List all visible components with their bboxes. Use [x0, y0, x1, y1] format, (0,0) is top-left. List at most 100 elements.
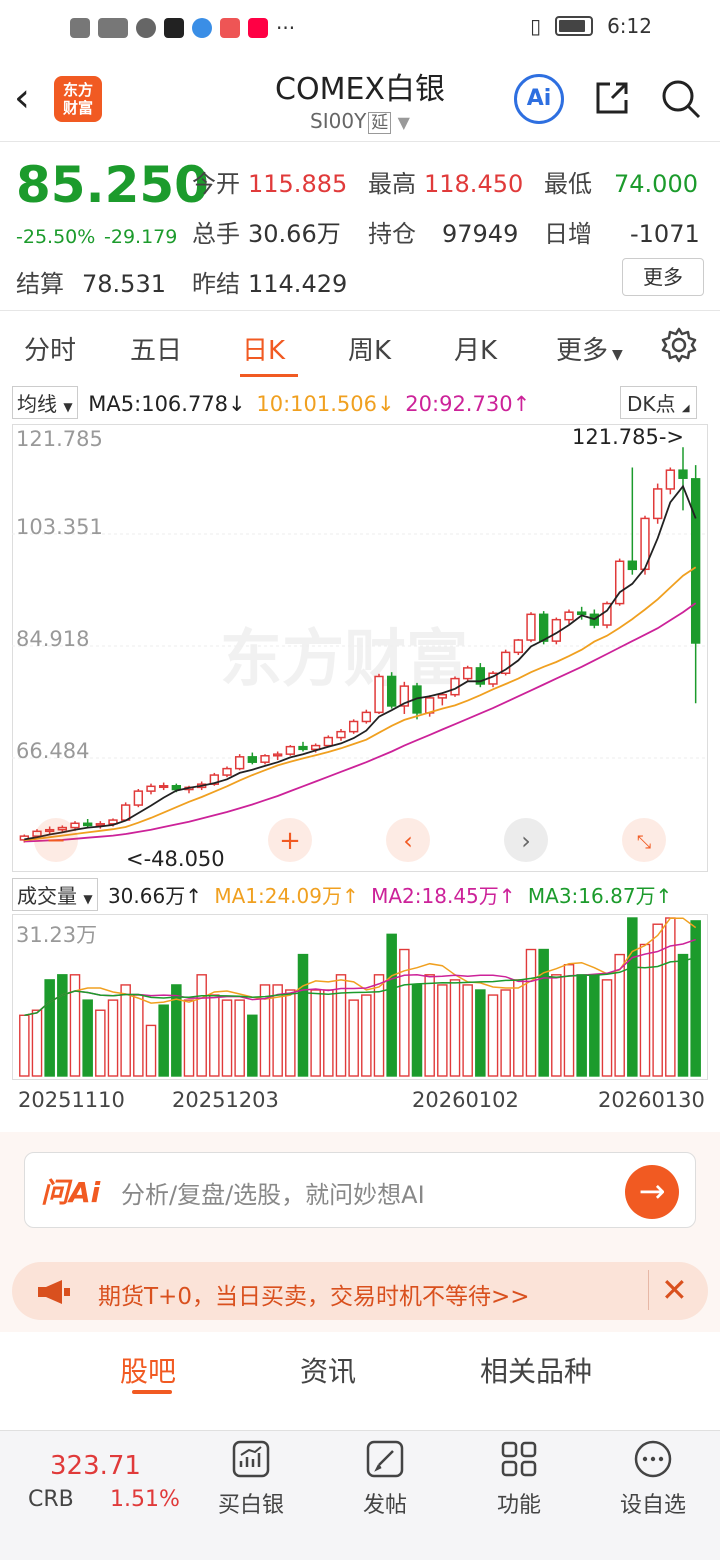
scroll-left-button[interactable]: ‹ — [386, 818, 430, 862]
volume-bar — [677, 953, 689, 1077]
functions-button[interactable]: 功能 — [464, 1439, 574, 1519]
volume-ma3: MA3:16.87万↑ — [527, 884, 673, 908]
promo-banner[interactable]: 期货T+0，当日买卖，交易时机不等待>> ✕ — [12, 1262, 708, 1320]
volume-ma-line — [24, 956, 696, 1017]
volume-ma-line — [24, 917, 697, 1017]
ma10-label: 10:101.506↓ — [256, 392, 395, 416]
candle — [146, 785, 156, 792]
scroll-right-button[interactable]: › — [504, 818, 548, 862]
browser-icon — [192, 18, 212, 38]
signal-icon — [98, 18, 128, 38]
date-label: 20251110 — [18, 1088, 125, 1112]
dk-point-button[interactable]: DK点 ◢ — [620, 386, 697, 419]
ma-legend: 均线 ▼ MA5:106.778↓ 10:101.506↓ 20:92.730↑ — [12, 386, 530, 419]
add-watchlist-button[interactable]: 设自选 — [598, 1439, 708, 1519]
ma5-label: MA5:106.778↓ — [88, 392, 246, 416]
volume-dropdown[interactable]: 成交量 ▼ — [12, 878, 98, 911]
tab-5day[interactable]: 五日 — [130, 336, 183, 366]
buy-silver-button[interactable]: 买白银 — [196, 1439, 306, 1519]
arrow-right-icon[interactable]: → — [625, 1165, 679, 1219]
volume-bar — [475, 989, 486, 1077]
status-bar: ··· ▯ 6:12 — [0, 0, 720, 56]
date-label: 20251203 — [172, 1088, 279, 1112]
volume-chart[interactable]: 31.23万 — [12, 914, 708, 1080]
volume-bar — [399, 948, 410, 1077]
vibrate-icon: ▯ — [530, 14, 542, 38]
candle — [120, 804, 131, 821]
candle — [627, 560, 638, 571]
crb-value[interactable]: 323.71 — [50, 1451, 141, 1481]
candle — [222, 767, 232, 776]
trade-chart-icon — [232, 1440, 270, 1478]
tab-daily-k[interactable]: 日K — [242, 336, 286, 366]
post-button[interactable]: 发帖 — [330, 1439, 440, 1519]
y-tick-label: 103.351 — [16, 515, 103, 539]
volume-bar — [373, 974, 385, 1077]
crb-percent[interactable]: 1.51% — [110, 1487, 180, 1512]
tab-news[interactable]: 资讯 — [300, 1355, 357, 1388]
volume-bar — [589, 974, 600, 1077]
active-tab-indicator — [240, 374, 298, 377]
candle — [158, 785, 169, 789]
volume-bar — [82, 999, 93, 1077]
tab-monthly-k[interactable]: 月K — [454, 336, 498, 366]
change-percent: -25.50% — [16, 226, 96, 248]
zoom-out-button[interactable]: − — [34, 818, 78, 862]
volume-bar — [247, 1014, 258, 1077]
max-price-marker: 121.785-> — [572, 425, 684, 449]
more-dots-icon: ··· — [276, 16, 296, 40]
ma-dropdown[interactable]: 均线 ▼ — [12, 386, 78, 419]
volume-bar — [209, 994, 220, 1077]
app-icon — [220, 18, 240, 38]
crb-name[interactable]: CRB — [28, 1487, 74, 1512]
active-tab-indicator — [132, 1390, 172, 1394]
volume-bar — [665, 917, 676, 1077]
candlestick-chart[interactable]: 121.785 103.351 84.918 66.484 121.785-> … — [12, 424, 708, 872]
open-interest-field: 持仓 97949 — [368, 220, 519, 248]
wen-ai-logo: 问Ai — [41, 1176, 101, 1209]
close-icon[interactable]: ✕ — [648, 1270, 688, 1310]
volume-bar — [601, 979, 613, 1077]
tab-guba[interactable]: 股吧 — [120, 1355, 177, 1388]
ai-button[interactable]: Ai — [514, 74, 564, 124]
candle — [475, 667, 486, 685]
volume-bar — [361, 994, 372, 1077]
zoom-in-button[interactable]: + — [268, 818, 312, 862]
tiktok-icon — [164, 18, 184, 38]
watermark: 东方财富 — [220, 622, 469, 695]
volume-bar — [652, 923, 663, 1077]
candle — [361, 711, 372, 723]
gear-icon[interactable] — [660, 326, 698, 364]
megaphone-icon — [38, 1280, 70, 1304]
svg-text:›: › — [521, 827, 531, 855]
back-icon[interactable]: ‹ — [14, 75, 30, 121]
volume-bar — [411, 984, 423, 1077]
candle — [57, 826, 68, 831]
functions-label: 功能 — [496, 1493, 541, 1518]
instrument-code[interactable]: SI00Y 延 ▼ — [310, 109, 410, 134]
more-quote-button[interactable]: 更多 — [622, 258, 704, 296]
tab-more[interactable]: 更多 ▼ — [556, 336, 623, 366]
svg-text:−: − — [46, 826, 66, 854]
candle — [437, 693, 448, 699]
search-icon[interactable] — [660, 78, 702, 120]
candle — [386, 675, 397, 707]
candle — [298, 745, 308, 751]
volume-bar — [272, 984, 283, 1077]
candle — [348, 720, 359, 733]
candle — [133, 790, 144, 806]
candle — [576, 611, 587, 616]
add-watchlist-label: 设自选 — [619, 1493, 686, 1518]
candle — [652, 488, 663, 520]
ai-search-input[interactable]: 问Ai 分析/复盘/选股，就问妙想AI → — [24, 1152, 696, 1228]
volume-bar — [386, 933, 397, 1077]
volume-bar — [196, 974, 207, 1077]
fullscreen-button[interactable]: ⤡ — [622, 818, 666, 862]
svg-text:⤡: ⤡ — [637, 832, 651, 853]
y-tick-label: 121.785 — [16, 427, 103, 451]
tab-weekly-k[interactable]: 周K — [348, 336, 392, 366]
clock: 6:12 — [607, 14, 652, 38]
tab-intraday[interactable]: 分时 — [24, 336, 77, 366]
tab-related[interactable]: 相关品种 — [480, 1355, 593, 1388]
share-icon[interactable] — [592, 78, 632, 118]
